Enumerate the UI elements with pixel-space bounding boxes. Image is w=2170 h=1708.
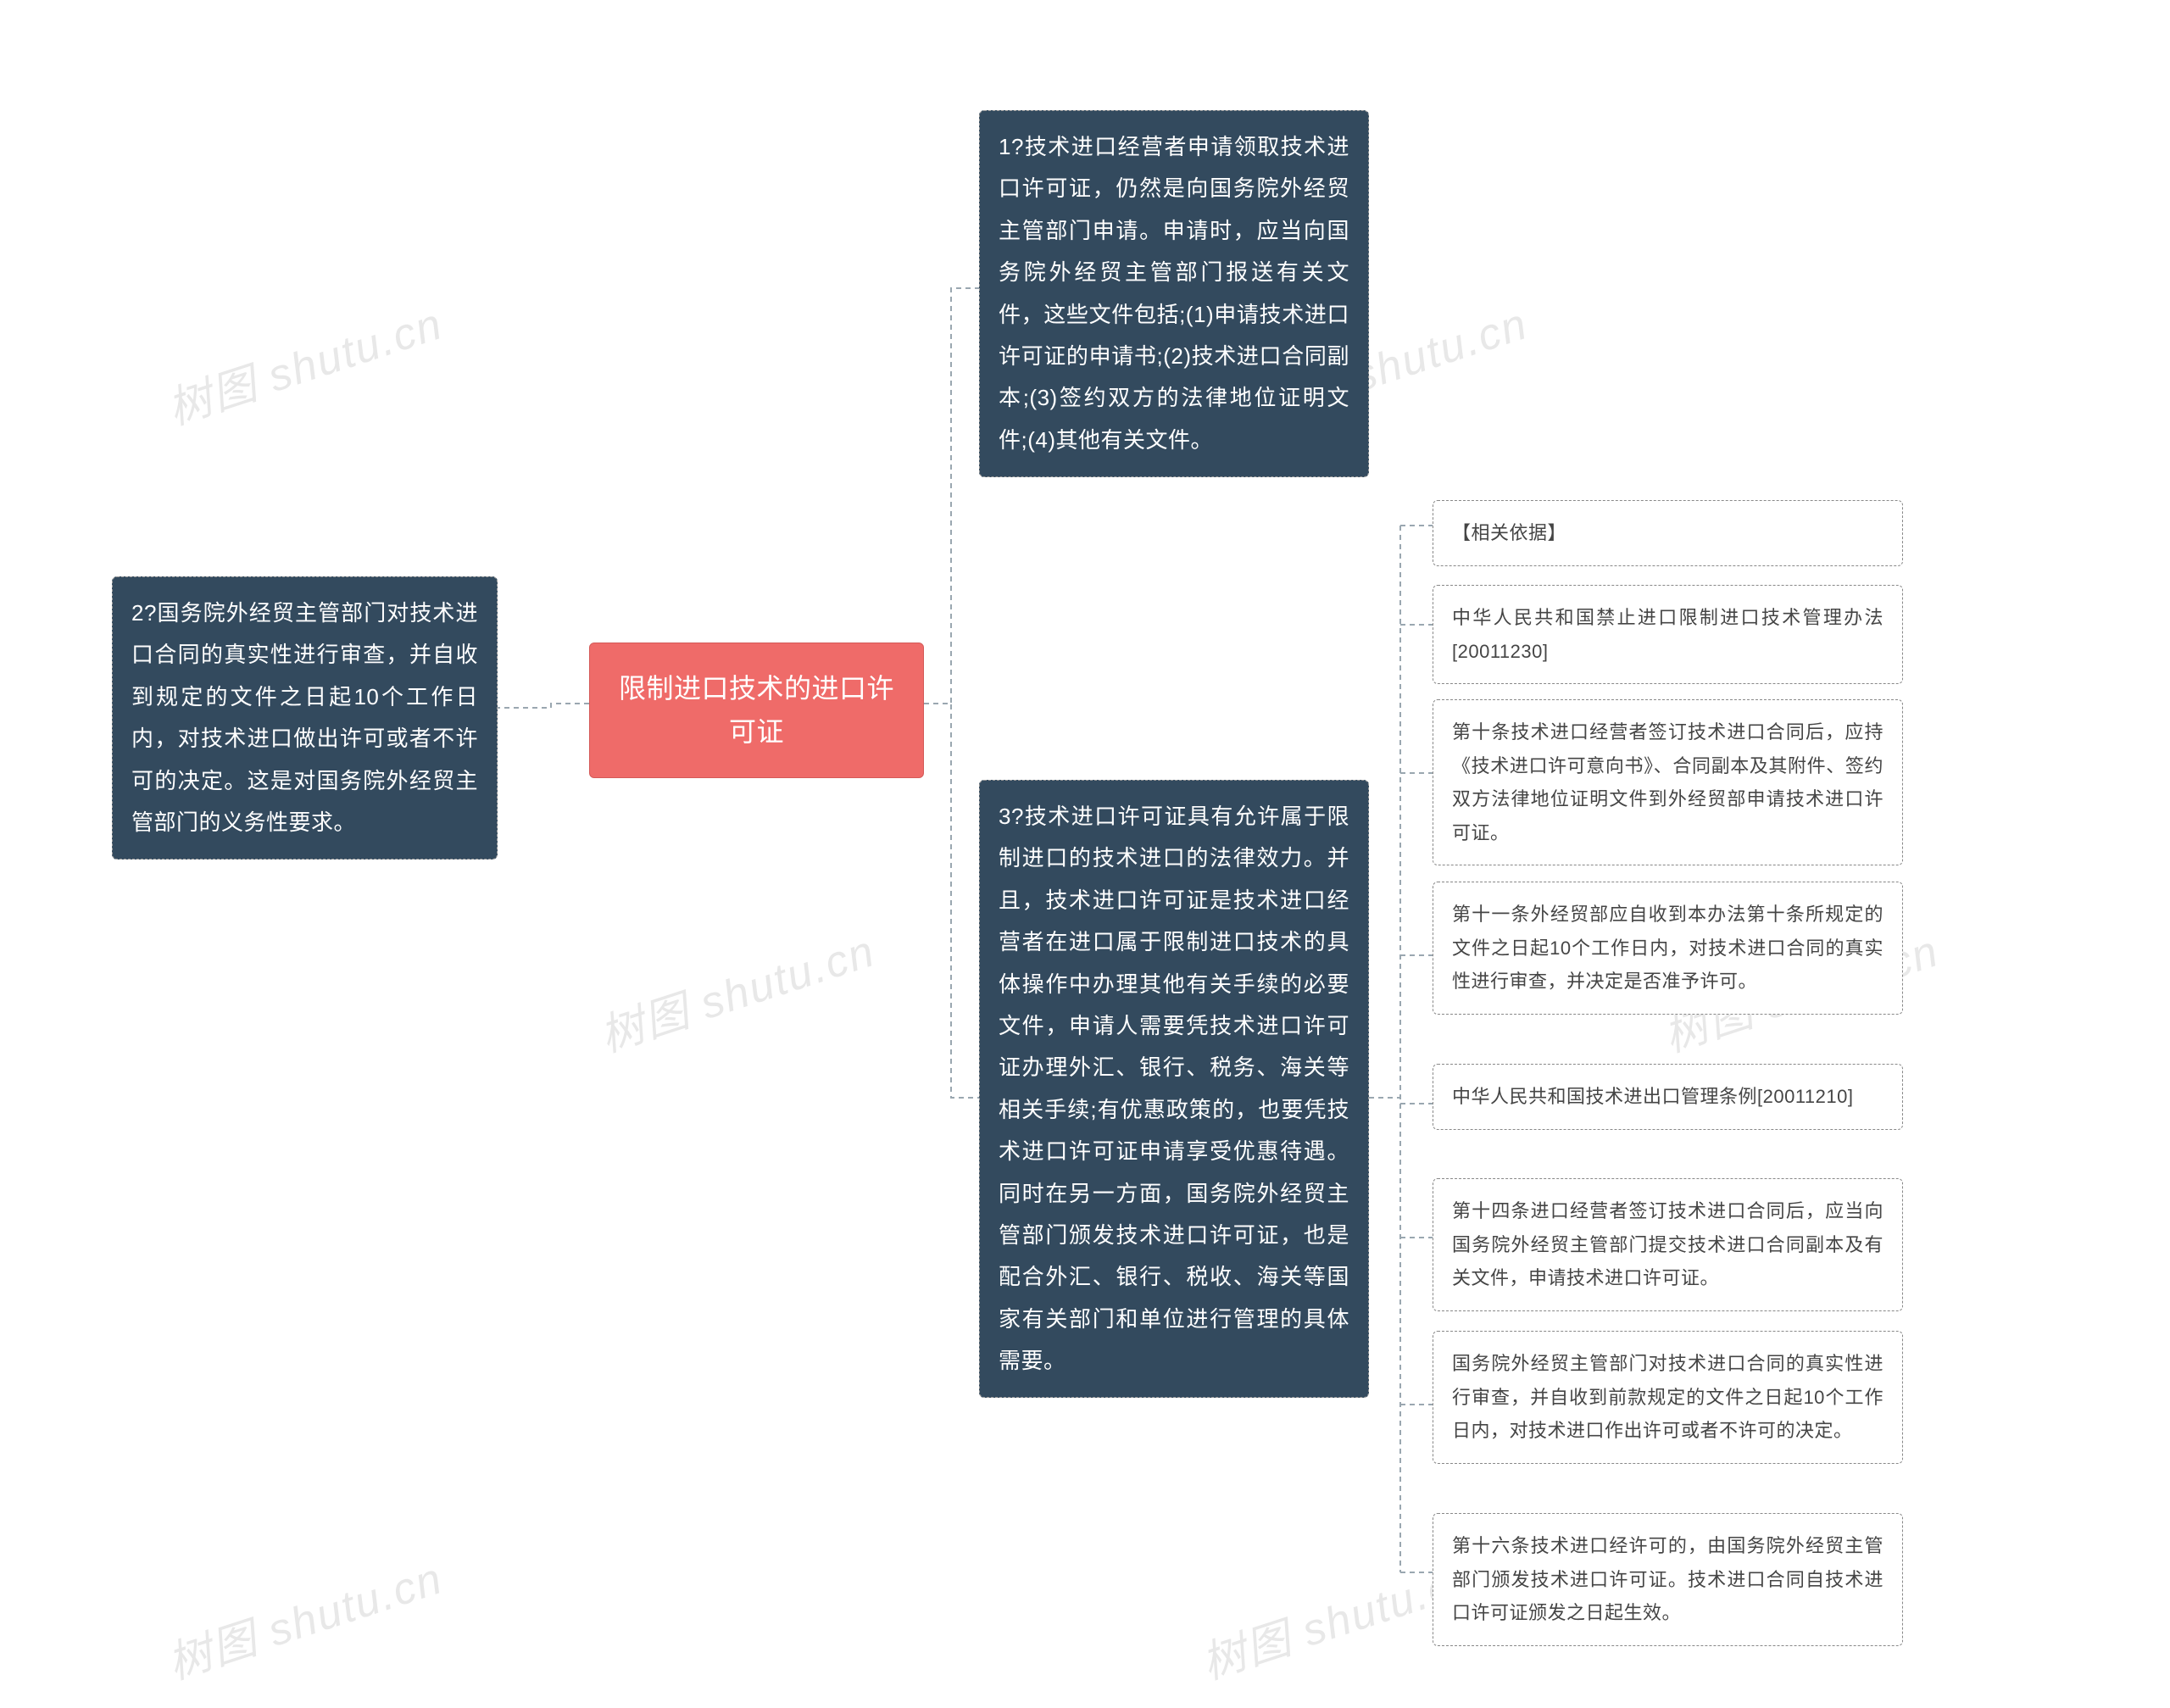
ref-item: 国务院外经贸主管部门对技术进口合同的真实性进行审查，并自收到前款规定的文件之日起… bbox=[1433, 1331, 1903, 1464]
root-node: 限制进口技术的进口许可证 bbox=[589, 643, 924, 778]
node-item-3: 3?技术进口许可证具有允许属于限制进口的技术进口的法律效力。并且，技术进口许可证… bbox=[979, 780, 1369, 1398]
watermark: 树图 shutu.cn bbox=[159, 1543, 450, 1691]
watermark: 树图 shutu.cn bbox=[591, 915, 882, 1064]
ref-item: 第十条技术进口经营者签订技术进口合同后，应持《技术进口许可意向书》、合同副本及其… bbox=[1433, 699, 1903, 865]
ref-item: 第十一条外经贸部应自收到本办法第十条所规定的文件之日起10个工作日内，对技术进口… bbox=[1433, 882, 1903, 1015]
ref-item: 中华人民共和国技术进出口管理条例[20011210] bbox=[1433, 1064, 1903, 1130]
ref-item: 中华人民共和国禁止进口限制进口技术管理办法[20011230] bbox=[1433, 585, 1903, 684]
node-item-2: 2?国务院外经贸主管部门对技术进口合同的真实性进行审查，并自收到规定的文件之日起… bbox=[112, 576, 498, 860]
node-item-1: 1?技术进口经营者申请领取技术进口许可证，仍然是向国务院外经贸主管部门申请。申请… bbox=[979, 110, 1369, 477]
ref-item: 第十六条技术进口经许可的，由国务院外经贸主管部门颁发技术进口许可证。技术进口合同… bbox=[1433, 1513, 1903, 1646]
watermark: 树图 shutu.cn bbox=[159, 288, 450, 437]
ref-heading: 【相关依据】 bbox=[1433, 500, 1903, 566]
ref-item: 第十四条进口经营者签订技术进口合同后，应当向国务院外经贸主管部门提交技术进口合同… bbox=[1433, 1178, 1903, 1311]
